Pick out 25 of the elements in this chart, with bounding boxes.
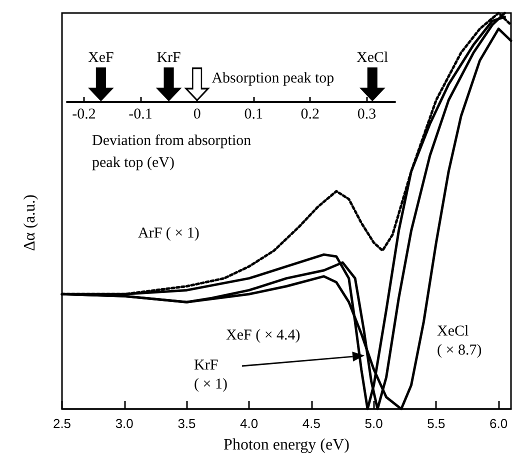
y-axis-title: Δα (a.u.) [22,194,38,251]
x-tick-label: 2.5 [52,416,72,431]
x2-tick-label: 0.1 [244,106,263,122]
x2-tick-label: 0.3 [357,106,376,122]
x-tick-label: 3.0 [115,416,134,431]
x-tick-label: 4.5 [302,416,320,431]
x2-tick-label: 0 [193,106,201,122]
x-tick-label: 4.0 [240,416,258,431]
series-label: XeF [88,50,114,66]
annotation: XeF ( × 4.4) [226,328,300,344]
series-label: XeCl [356,50,388,66]
x2-tick-label: -0.1 [128,106,152,122]
x-tick-label: 5.5 [427,416,446,431]
x-tick-label: 3.5 [178,416,196,431]
x-axis-title: Photon energy (eV) [224,436,350,454]
series-label: KrF [156,50,181,66]
x-tick-label: 5.0 [364,416,383,431]
x2-tick-label: -0.2 [72,106,96,122]
annotation: XeCl ( × 8.7) [437,324,482,358]
annotation: KrF ( × 1) [194,358,228,392]
series-label: Absorption peak top [212,70,334,86]
x2-tick-label: 0.2 [300,106,320,122]
x-tick-label: 6.0 [489,416,508,431]
annotation: ArF ( × 1) [138,226,200,242]
x2-axis-title: Deviation from absorption peak top (eV) [92,133,252,171]
